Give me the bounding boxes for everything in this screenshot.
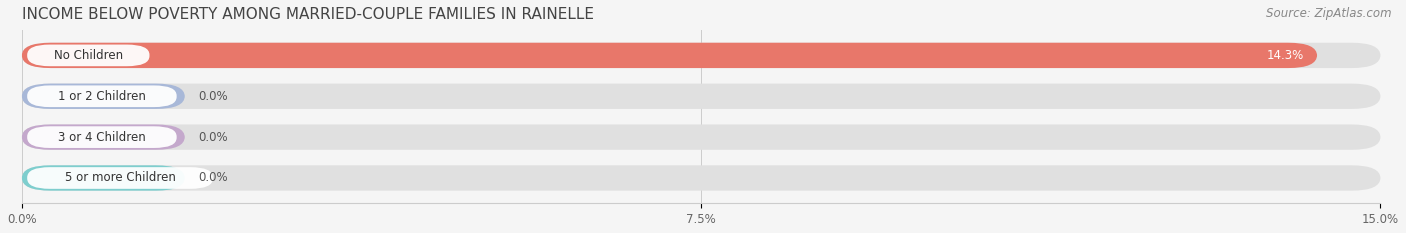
FancyBboxPatch shape [21, 124, 184, 150]
Text: 0.0%: 0.0% [198, 90, 228, 103]
FancyBboxPatch shape [27, 86, 177, 107]
Text: Source: ZipAtlas.com: Source: ZipAtlas.com [1267, 7, 1392, 20]
FancyBboxPatch shape [27, 126, 177, 148]
FancyBboxPatch shape [21, 165, 184, 191]
FancyBboxPatch shape [27, 167, 212, 189]
FancyBboxPatch shape [21, 43, 1381, 68]
Text: INCOME BELOW POVERTY AMONG MARRIED-COUPLE FAMILIES IN RAINELLE: INCOME BELOW POVERTY AMONG MARRIED-COUPL… [21, 7, 593, 22]
Text: 1 or 2 Children: 1 or 2 Children [58, 90, 146, 103]
FancyBboxPatch shape [21, 124, 1381, 150]
Text: No Children: No Children [53, 49, 122, 62]
FancyBboxPatch shape [21, 84, 1381, 109]
FancyBboxPatch shape [21, 84, 184, 109]
FancyBboxPatch shape [27, 45, 149, 66]
FancyBboxPatch shape [21, 43, 1317, 68]
FancyBboxPatch shape [21, 165, 1381, 191]
Text: 0.0%: 0.0% [198, 171, 228, 185]
Text: 14.3%: 14.3% [1267, 49, 1303, 62]
Text: 0.0%: 0.0% [198, 131, 228, 144]
Text: 5 or more Children: 5 or more Children [65, 171, 176, 185]
Text: 3 or 4 Children: 3 or 4 Children [58, 131, 146, 144]
